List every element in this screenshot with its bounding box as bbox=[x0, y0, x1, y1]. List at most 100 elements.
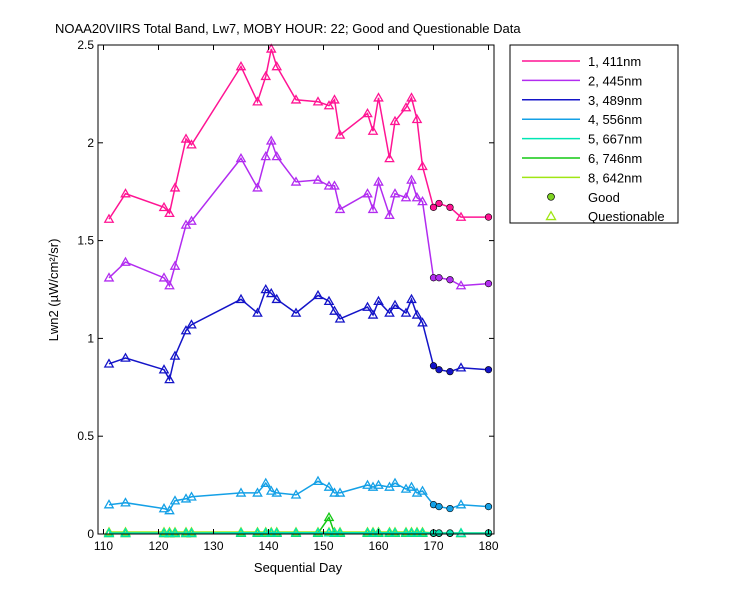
good-point bbox=[446, 276, 454, 284]
questionable-point bbox=[312, 527, 324, 537]
questionable-point bbox=[169, 182, 181, 192]
questionable-point bbox=[180, 527, 192, 537]
questionable-point bbox=[373, 92, 384, 102]
questionable-point bbox=[158, 201, 170, 212]
questionable-point bbox=[290, 489, 302, 499]
good-point bbox=[429, 362, 438, 370]
x-tick-label: 140 bbox=[258, 539, 278, 553]
questionable-point bbox=[290, 94, 302, 104]
y-tick-label: 1 bbox=[87, 331, 94, 345]
legend-good-marker bbox=[547, 192, 555, 201]
questionable-point bbox=[400, 102, 412, 112]
questionable-point bbox=[323, 100, 335, 110]
good-point bbox=[435, 274, 443, 282]
questionable-point bbox=[334, 527, 346, 537]
questionable-point bbox=[400, 527, 412, 537]
x-tick-label: 160 bbox=[368, 539, 388, 553]
series-1 bbox=[103, 43, 493, 223]
x-tick-label: 150 bbox=[313, 539, 333, 553]
y-tick-label: 0.5 bbox=[77, 429, 94, 443]
x-tick-label: 170 bbox=[423, 539, 443, 553]
questionable-point bbox=[362, 479, 373, 489]
questionable-point bbox=[290, 307, 302, 317]
questionable-point bbox=[417, 195, 428, 206]
y-tick-label: 1.5 bbox=[77, 234, 94, 248]
questionable-point bbox=[362, 188, 373, 198]
legend: 1, 411nm 2, 445nm 3, 489nm 4, 556nm 5, 667nm… bbox=[509, 44, 679, 224]
x-tick-label: 130 bbox=[203, 539, 223, 553]
questionable-point bbox=[417, 527, 428, 537]
questionable-point bbox=[384, 307, 395, 317]
legend-label: 1, 411nm bbox=[588, 54, 641, 69]
questionable-point bbox=[455, 362, 467, 372]
questionable-point bbox=[271, 61, 283, 71]
questionable-point bbox=[411, 309, 423, 319]
questionable-point bbox=[373, 479, 384, 489]
questionable-point bbox=[406, 92, 417, 102]
questionable-point bbox=[373, 176, 384, 186]
questionable-point bbox=[158, 272, 170, 282]
questionable-point bbox=[164, 527, 175, 537]
questionable-point bbox=[334, 129, 346, 139]
questionable-point bbox=[406, 481, 417, 491]
questionable-point bbox=[265, 485, 277, 495]
legend-good-label: Good bbox=[588, 190, 620, 205]
questionable-point bbox=[120, 188, 131, 198]
questionable-point bbox=[265, 527, 277, 537]
good-point bbox=[446, 368, 454, 376]
x-tick-label: 110 bbox=[94, 539, 113, 553]
questionable-point bbox=[252, 527, 263, 537]
questionable-point bbox=[312, 475, 324, 485]
questionable-point bbox=[455, 211, 467, 221]
good-point bbox=[484, 280, 493, 288]
questionable-point bbox=[384, 152, 395, 163]
questionable-point bbox=[103, 358, 115, 368]
series-line bbox=[108, 138, 489, 288]
questionable-point bbox=[103, 213, 115, 223]
questionable-point bbox=[400, 307, 412, 317]
legend-label: 4, 556nm bbox=[588, 112, 642, 127]
questionable-point bbox=[180, 133, 192, 143]
legend-label: 3, 489nm bbox=[588, 93, 642, 108]
questionable-point bbox=[271, 150, 283, 161]
questionable-point bbox=[271, 293, 283, 304]
questionable-point bbox=[120, 352, 131, 362]
questionable-point bbox=[169, 495, 181, 505]
questionable-point bbox=[252, 487, 263, 497]
questionable-point bbox=[169, 350, 181, 360]
questionable-point bbox=[312, 289, 324, 300]
questionable-point bbox=[260, 70, 272, 81]
questionable-point bbox=[169, 527, 181, 537]
questionable-point bbox=[235, 61, 247, 71]
good-point bbox=[446, 203, 454, 211]
questionable-point bbox=[290, 527, 302, 537]
questionable-point bbox=[164, 505, 175, 515]
questionable-point bbox=[186, 139, 197, 149]
questionable-point bbox=[265, 287, 277, 298]
questionable-point bbox=[417, 485, 428, 495]
legend-label: 6, 746nm bbox=[588, 151, 642, 166]
questionable-point bbox=[362, 527, 373, 537]
questionable-point bbox=[120, 497, 131, 507]
chart-title: NOAA20VIIRS Total Band, Lw7, MOBY HOUR: … bbox=[55, 21, 521, 36]
series-line bbox=[108, 480, 489, 512]
questionable-point bbox=[417, 160, 428, 171]
questionable-point bbox=[252, 96, 263, 106]
questionable-point bbox=[271, 487, 283, 497]
good-point bbox=[435, 529, 443, 537]
questionable-point bbox=[260, 527, 272, 537]
questionable-point bbox=[169, 260, 181, 270]
questionable-point bbox=[252, 182, 263, 192]
questionable-point bbox=[323, 481, 335, 491]
x-axis-label: Sequential Day bbox=[254, 560, 343, 575]
questionable-point bbox=[312, 96, 324, 106]
plot-frame bbox=[97, 44, 495, 535]
questionable-point bbox=[334, 203, 346, 214]
questionable-point bbox=[158, 503, 170, 513]
questionable-point bbox=[235, 293, 247, 304]
questionable-point bbox=[367, 527, 379, 537]
questionable-point bbox=[323, 295, 335, 306]
y-axis-label: Lwn2 (µW/cm²/sr) bbox=[46, 239, 61, 342]
questionable-point bbox=[367, 203, 379, 214]
x-tick-label: 180 bbox=[478, 539, 498, 553]
